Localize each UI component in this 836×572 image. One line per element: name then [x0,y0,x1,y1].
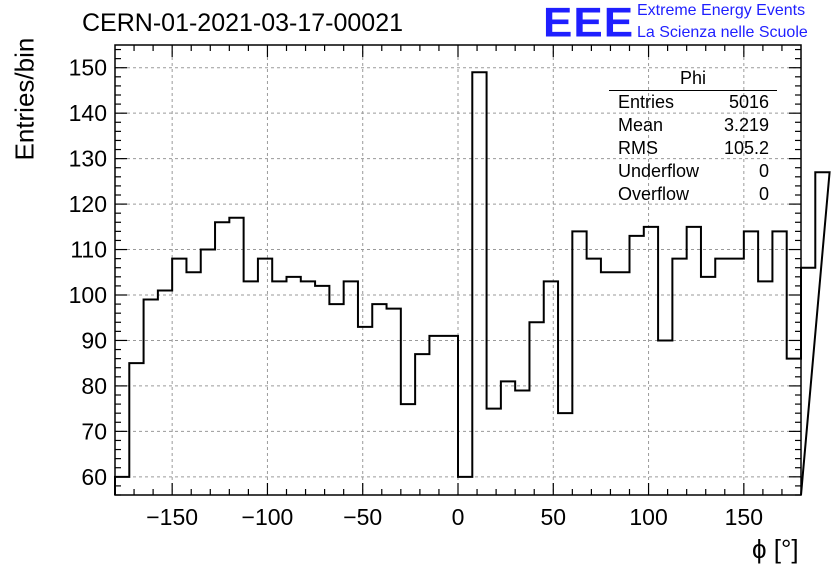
histogram-bin [801,268,815,495]
histogram-bin [744,231,758,495]
histogram-bin [515,390,529,495]
histogram-bin [401,404,415,495]
logo-subtitle-line1: Extreme Energy Events [637,2,806,19]
x-tick-label: −150 [146,504,198,530]
stats-box: Phi Entries 5016 Mean 3.219 RMS 105.2 Un… [609,68,777,206]
histogram-bin [158,290,172,495]
x-tick-label: 0 [452,504,465,530]
stats-row-rms: RMS 105.2 [609,137,777,160]
histogram-bin [715,259,729,495]
histogram-bin [630,236,644,495]
histogram-bin [815,172,829,495]
stats-value: 5016 [728,92,769,112]
histogram-step-line [114,71,831,496]
histogram-bin [315,286,329,495]
y-tick-label: 120 [69,191,107,217]
histogram-bin [172,259,186,495]
histogram-bin [258,259,272,495]
histogram-bin [272,281,286,495]
stats-title: Phi [609,68,777,91]
histogram-bin [215,222,229,495]
histogram-bin [229,218,243,495]
histogram-bin [572,231,586,495]
stats-row-underflow: Underflow 0 [609,160,777,183]
histogram-bin [129,363,143,495]
histogram-bin [587,259,601,495]
histogram-bin [672,259,686,495]
histogram-bin [372,304,386,495]
x-tick-label: 150 [725,504,763,530]
x-axis-label: ϕ [°] [752,534,799,564]
stats-row-overflow: Overflow 0 [609,183,777,206]
chart-title: CERN-01-2021-03-17-00021 [82,9,404,37]
histogram-bin [329,304,343,495]
histogram-bin [458,477,472,495]
y-tick-label: 60 [81,464,107,490]
histogram-bin [358,327,372,495]
y-tick-label: 90 [81,327,107,353]
y-tick-label: 140 [69,100,107,126]
y-tick-label: 100 [69,282,107,308]
histogram-bin [529,322,543,495]
histogram-bin [787,359,801,495]
histogram-bin [344,281,358,495]
stats-value: 0 [758,184,769,204]
y-axis-label: Entries/bin [9,37,40,161]
histogram-bin [387,309,401,495]
histogram-bin [658,340,672,495]
y-tick-label: 150 [69,55,107,81]
histogram-bin [687,227,701,495]
histogram-bin [601,272,615,495]
y-tick-label: 130 [69,146,107,172]
stats-row-mean: Mean 3.219 [609,114,777,137]
y-tick-label: 110 [70,237,107,263]
histogram-bin [287,277,301,495]
stats-label: RMS [618,138,658,158]
stats-label: Mean [618,115,664,135]
histogram-bin [615,272,629,495]
histogram-bin [501,381,515,495]
stats-label: Overflow [618,184,690,204]
eee-logo: EEE [543,0,635,46]
stats-value: 3.219 [723,115,769,135]
x-tick-label: 100 [629,504,667,530]
stats-label: Underflow [618,161,700,181]
stats-value: 105.2 [723,138,769,158]
histogram-bin [415,354,429,495]
histogram-bin [144,300,158,495]
histogram-bin [186,272,200,495]
histogram-bin [487,409,501,495]
histogram-bin [701,277,715,495]
histogram-bin [558,413,572,495]
stats-label: Entries [618,92,675,112]
x-tick-label: −100 [242,504,294,530]
histogram-bin [730,259,744,495]
histogram-bin [544,281,558,495]
logo-subtitle-line2: La Scienza nelle Scuole [637,24,808,41]
histogram-bin [444,336,458,495]
histogram-bin [301,281,315,495]
y-tick-label: 70 [81,418,107,444]
stats-row-entries: Entries 5016 [609,91,777,114]
histogram-bin [644,227,658,495]
histogram-bin [201,250,215,495]
histogram-bin [472,72,486,495]
stats-value: 0 [758,161,769,181]
x-tick-label: −50 [343,504,382,530]
histogram-bin [758,281,772,495]
histogram-bin [429,336,443,495]
x-tick-label: 50 [540,504,566,530]
y-tick-label: 80 [81,373,107,399]
histogram-bin [244,281,258,495]
histogram-bin [772,231,786,495]
